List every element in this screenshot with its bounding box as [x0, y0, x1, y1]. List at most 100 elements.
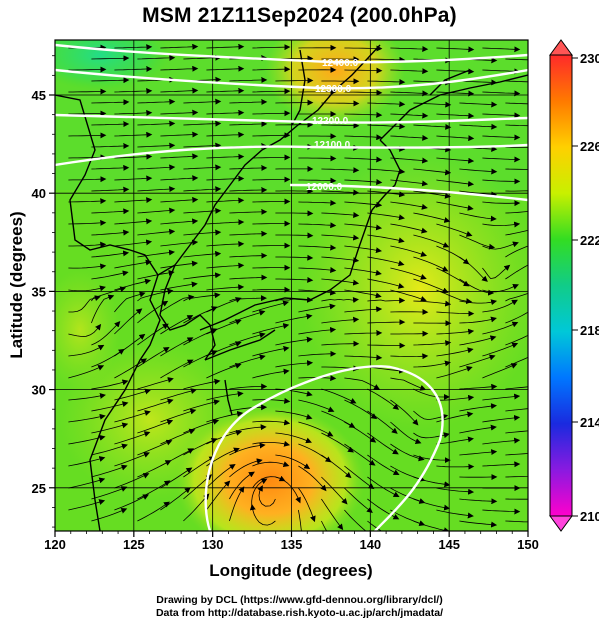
streamline [505, 229, 528, 236]
contour-labels: 12400.0 12300.0 12200.0 12100.0 12000.0 [306, 58, 359, 193]
colorbar-tick-label: 214 [580, 415, 599, 430]
x-tick-label: 145 [438, 537, 460, 552]
streamline [413, 388, 450, 400]
streamline [252, 176, 291, 183]
streamline [367, 123, 406, 130]
streamline [91, 443, 128, 456]
x-tick-label: 125 [123, 537, 145, 552]
colorbar-top-arrow [549, 39, 573, 56]
colorbar-tick-label: 230 [580, 51, 599, 66]
streamline [344, 201, 383, 208]
streamline [252, 132, 291, 139]
streamline [68, 176, 107, 183]
streamline [321, 476, 348, 505]
streamline [206, 410, 244, 423]
streamline [321, 256, 360, 264]
streamline [413, 168, 452, 176]
streamline [321, 498, 344, 531]
streamline [160, 43, 199, 50]
streamline [91, 229, 130, 236]
streamline [344, 487, 373, 514]
streamline [459, 101, 498, 108]
streamline [367, 388, 400, 410]
streamline [91, 77, 130, 84]
streamline [298, 177, 337, 184]
streamline [436, 179, 475, 187]
streamline [252, 323, 290, 335]
streamline [367, 78, 406, 85]
streamline [114, 44, 153, 51]
streamline [229, 208, 268, 215]
streamline [68, 198, 107, 205]
streamline [91, 250, 130, 258]
streamline [229, 309, 266, 324]
streamline [298, 421, 334, 437]
streamline [367, 454, 400, 476]
streamline [436, 46, 475, 53]
map-title: MSM 21Z11Sep2024 (200.0hPa) [142, 4, 457, 27]
streamline [252, 419, 291, 426]
streamline [505, 264, 528, 280]
streamline [160, 131, 199, 138]
colorbar-tick-label: 226 [580, 139, 599, 154]
streamline [229, 458, 263, 478]
streamline [321, 340, 360, 347]
streamline [229, 98, 268, 105]
streamline [257, 485, 276, 507]
streamline [275, 454, 311, 470]
streamline [68, 477, 106, 489]
streamline [367, 366, 406, 374]
streamline [344, 45, 383, 52]
colorbar: 230 226 222 218 214 210 [549, 39, 599, 532]
streamline [275, 432, 312, 444]
contour-label: 12000.0 [306, 182, 343, 193]
footer-credit-data: Data from http://database.rish.kyoto-u.a… [155, 607, 444, 619]
streamline [344, 354, 383, 361]
streamline [183, 250, 222, 258]
streamline [413, 278, 449, 294]
streamline [91, 164, 130, 171]
streamline [344, 289, 382, 299]
streamline [137, 269, 175, 280]
streamline [275, 410, 313, 420]
streamline [252, 300, 290, 313]
streamline [137, 398, 174, 412]
streamline [68, 344, 105, 357]
streamline [390, 377, 427, 391]
streamline [298, 399, 335, 413]
streamline [436, 310, 475, 317]
streamline [482, 363, 518, 379]
streamline [137, 377, 174, 390]
streamline [367, 101, 406, 108]
streamline [298, 465, 327, 492]
streamline [413, 212, 451, 223]
streamline [505, 146, 528, 149]
streamline [183, 142, 222, 149]
streamline [298, 222, 337, 229]
streamline [413, 190, 451, 199]
streamline [298, 267, 337, 274]
streamline [367, 256, 405, 267]
streamline [206, 390, 244, 401]
streamline [413, 234, 450, 248]
streamline [114, 473, 150, 489]
streamline [91, 321, 121, 346]
streamline [68, 456, 106, 467]
colorbar-bar [549, 54, 573, 517]
streamline [68, 413, 106, 423]
streamline [298, 326, 337, 335]
streamline [137, 228, 176, 236]
streamline [367, 56, 406, 63]
streamline [68, 392, 106, 401]
streamline [505, 292, 528, 302]
streamline [137, 207, 176, 214]
streamline [413, 410, 449, 421]
streamline [321, 316, 360, 324]
streamline [413, 256, 449, 272]
streamline [459, 168, 498, 175]
streamline [252, 44, 291, 51]
streamline [390, 201, 428, 210]
streamline [160, 87, 199, 94]
streamline [298, 509, 302, 531]
y-tick-label: 40 [32, 186, 46, 201]
